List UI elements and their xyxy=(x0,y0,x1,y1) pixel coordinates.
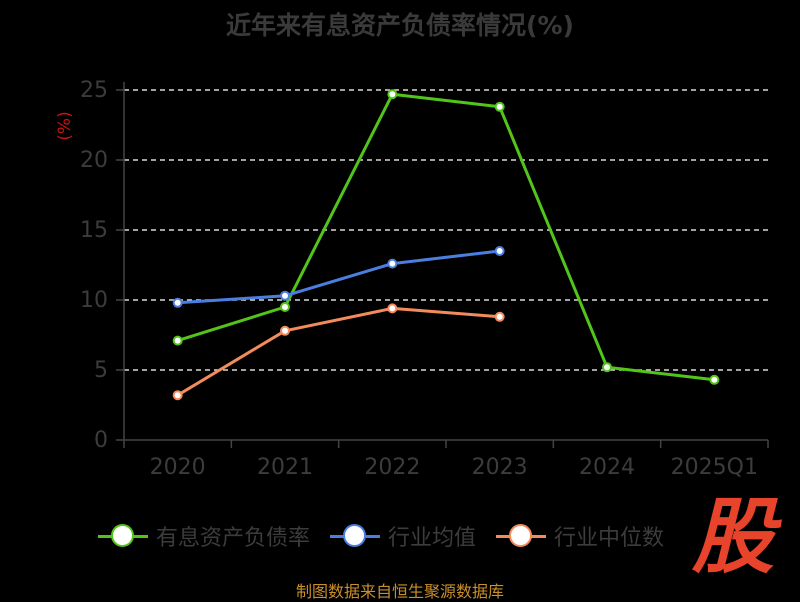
source-note: 制图数据来自恒生聚源数据库 xyxy=(295,582,504,601)
x-tick-label: 2024 xyxy=(579,455,635,480)
data-point xyxy=(172,390,183,401)
legend-item[interactable]: 行业均值 xyxy=(330,520,476,552)
y-axis-label: (%) xyxy=(55,111,75,140)
series-line xyxy=(177,249,500,305)
data-point xyxy=(280,290,290,301)
data-point xyxy=(602,362,612,373)
data-point xyxy=(280,302,290,312)
data-point xyxy=(172,297,183,308)
legend-marker-icon xyxy=(330,523,381,549)
data-point xyxy=(494,246,505,256)
data-point xyxy=(709,374,720,385)
y-tick-label: 20 xyxy=(80,148,108,173)
x-tick-label: 2025Q1 xyxy=(671,455,758,480)
x-tick-label: 2023 xyxy=(472,455,528,480)
legend-label: 行业均值 xyxy=(388,526,477,551)
data-point xyxy=(494,311,505,322)
data-point xyxy=(387,303,398,314)
data-point xyxy=(280,325,290,336)
legend: 有息资产负债率 行业均值 行业中位数 xyxy=(98,520,684,552)
y-tick-label: 10 xyxy=(80,288,108,313)
x-tick-label: 2021 xyxy=(257,455,313,480)
y-tick-label: 15 xyxy=(80,218,108,243)
legend-item[interactable]: 行业中位数 xyxy=(496,520,664,552)
legend-marker-icon xyxy=(496,523,547,549)
y-tick-label: 0 xyxy=(94,428,108,453)
x-tick-label: 2022 xyxy=(364,455,420,480)
chart-title: 近年来有息资产负债率情况(%) xyxy=(226,11,574,40)
gushi-logo: 股 xyxy=(692,490,774,585)
legend-label: 有息资产负债率 xyxy=(156,526,311,551)
y-tick-label: 25 xyxy=(80,78,108,103)
data-point xyxy=(387,258,398,269)
legend-dot xyxy=(111,524,134,547)
y-tick-label: 5 xyxy=(94,358,108,383)
series-line xyxy=(177,92,715,382)
legend-marker-icon xyxy=(98,523,148,549)
legend-dot xyxy=(509,524,533,547)
legend-item[interactable]: 有息资产负债率 xyxy=(98,520,310,552)
data-point xyxy=(172,335,183,346)
x-tick-label: 2020 xyxy=(150,455,206,480)
legend-label: 行业中位数 xyxy=(554,526,665,551)
data-point xyxy=(387,89,398,100)
series-line xyxy=(176,306,500,397)
legend-dot xyxy=(343,524,367,547)
data-point xyxy=(494,101,505,112)
